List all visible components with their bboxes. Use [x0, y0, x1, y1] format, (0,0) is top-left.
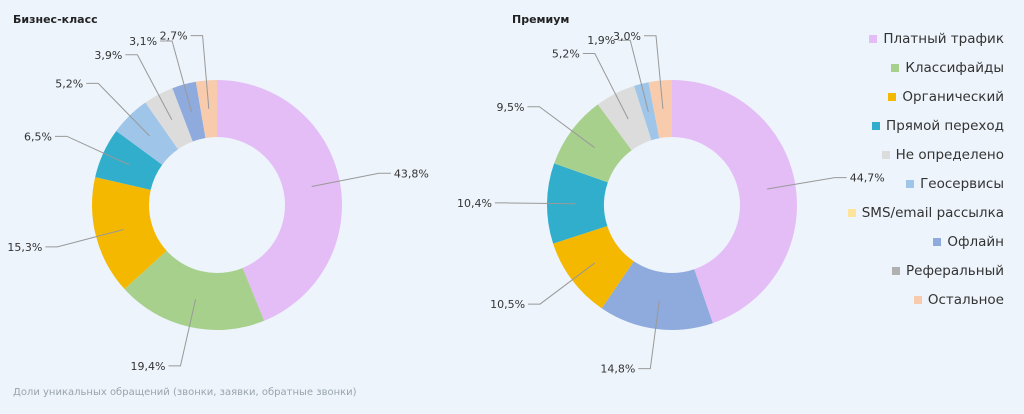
- data-label: 10,5%: [490, 298, 525, 311]
- donut-slice[interactable]: [172, 81, 206, 142]
- leader-line: [638, 300, 660, 370]
- legend-item[interactable]: SMS/email рассылка: [847, 198, 1004, 227]
- donut-slice[interactable]: [546, 163, 608, 244]
- legend-swatch: [888, 92, 897, 101]
- chart-title-business: Бизнес-класс: [13, 13, 98, 26]
- legend-swatch: [892, 266, 901, 275]
- legend-item[interactable]: Геосервисы: [848, 169, 1004, 198]
- donut-slice[interactable]: [601, 261, 713, 331]
- donut-slice[interactable]: [597, 85, 652, 151]
- legend-label: Реферальный: [906, 262, 1004, 279]
- data-label: 19,4%: [131, 360, 166, 373]
- legend-label: Органический: [902, 88, 1004, 105]
- leader-line: [54, 135, 130, 166]
- legend-item[interactable]: Классифайды: [848, 53, 1004, 82]
- donut-slice[interactable]: [92, 177, 167, 290]
- donut-slice[interactable]: [634, 82, 660, 141]
- legend-label: Не определено: [895, 146, 1004, 163]
- footnote: Доли уникальных обращений (звонки, заявк…: [13, 387, 357, 398]
- leader-line: [125, 54, 173, 120]
- donut-slice[interactable]: [95, 130, 163, 190]
- data-label: 14,8%: [600, 363, 635, 376]
- legend: Платный трафик Классифайды Органический Пря…: [847, 24, 1004, 314]
- leader-line: [527, 106, 595, 148]
- donut-slice[interactable]: [145, 88, 193, 150]
- data-label: 43,8%: [394, 167, 429, 180]
- data-label: 2,7%: [160, 30, 188, 43]
- legend-label: SMS/email рассылка: [861, 204, 1004, 221]
- data-label: 44,7%: [850, 172, 885, 185]
- data-label: 5,2%: [55, 77, 83, 90]
- legend-swatch: [906, 179, 915, 188]
- donut-slice[interactable]: [648, 80, 672, 139]
- legend-swatch: [869, 34, 878, 43]
- leader-line: [582, 53, 629, 120]
- legend-label: Прямой переход: [886, 117, 1004, 134]
- leader-line: [190, 35, 210, 109]
- leader-line: [86, 82, 150, 137]
- legend-label: Платный трафик: [883, 30, 1004, 47]
- legend-swatch: [933, 237, 942, 246]
- data-label: 6,5%: [24, 130, 52, 143]
- leader-line: [168, 298, 197, 367]
- leader-line: [644, 35, 664, 109]
- legend-item[interactable]: Офлайн: [848, 227, 1004, 256]
- data-label: 1,9%: [587, 34, 615, 47]
- leader-line: [495, 202, 576, 205]
- legend-item[interactable]: Платный трафик: [848, 24, 1004, 53]
- legend-item[interactable]: Прямой переход: [848, 111, 1004, 140]
- donut-slice[interactable]: [553, 226, 634, 309]
- leader-line: [45, 228, 124, 248]
- legend-swatch: [872, 121, 881, 130]
- data-label: 3,1%: [129, 35, 157, 48]
- data-label: 5,2%: [552, 48, 580, 61]
- legend-label: Классифайды: [905, 59, 1004, 76]
- legend-swatch: [881, 150, 890, 159]
- donut-slice[interactable]: [672, 80, 798, 324]
- legend-item[interactable]: Не определено: [848, 140, 1004, 169]
- legend-label: Офлайн: [947, 233, 1004, 250]
- data-label: 3,9%: [94, 49, 122, 62]
- donut-slice[interactable]: [195, 80, 217, 138]
- chart-title-premium: Премиум: [512, 13, 570, 26]
- leader-line: [528, 262, 596, 305]
- data-label: 3,0%: [613, 30, 641, 43]
- donut-slice[interactable]: [124, 250, 265, 331]
- leader-line: [618, 39, 649, 112]
- leader-line: [767, 177, 847, 190]
- leader-line: [160, 40, 192, 113]
- legend-item[interactable]: Органический: [848, 82, 1004, 111]
- legend-label: Геосервисы: [920, 175, 1004, 192]
- legend-swatch: [913, 295, 922, 304]
- legend-swatch: [847, 208, 856, 217]
- leader-line: [311, 172, 391, 187]
- legend-swatch: [891, 63, 900, 72]
- donut-slice[interactable]: [217, 80, 342, 321]
- data-label: 10,4%: [457, 197, 492, 210]
- donut-slice[interactable]: [554, 104, 632, 183]
- data-label: 9,5%: [496, 101, 524, 114]
- data-label: 15,3%: [7, 241, 42, 254]
- legend-label: Остальное: [927, 291, 1004, 308]
- legend-item[interactable]: Реферальный: [848, 256, 1004, 285]
- legend-item[interactable]: Остальное: [848, 285, 1004, 314]
